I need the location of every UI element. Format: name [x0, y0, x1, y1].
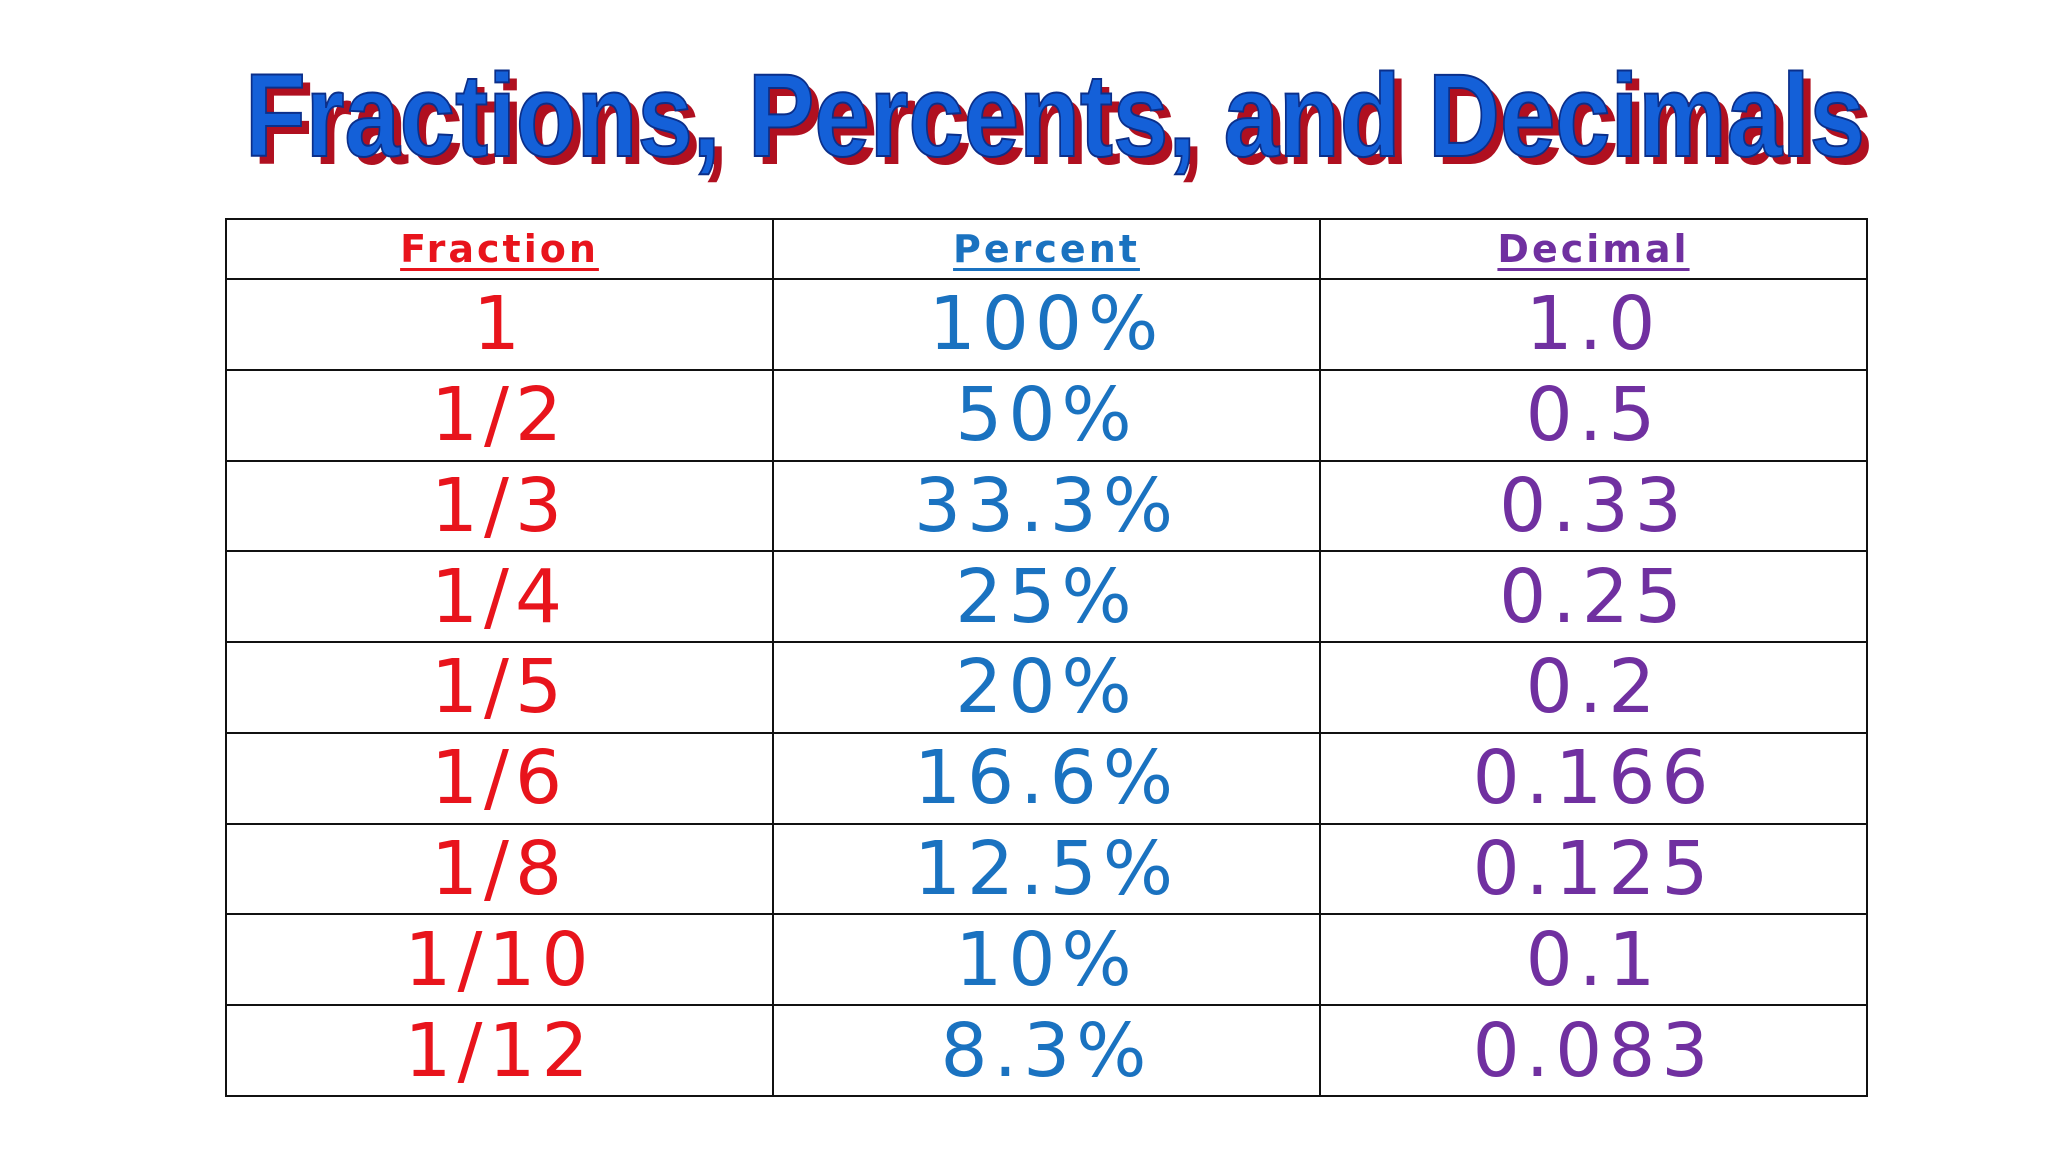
- table-cell: 0.2: [1319, 641, 1868, 734]
- table-cell: 100%: [772, 278, 1321, 371]
- table-cell: 0.33: [1319, 459, 1868, 553]
- table-cell: 1/8: [225, 822, 774, 916]
- table-cell: 8.3%: [772, 1004, 1321, 1097]
- table-cell: 1/2: [225, 368, 774, 462]
- table-cell: 12.5%: [772, 822, 1321, 916]
- table-body: 1 100% 1.0 1/2 50% 0.5 1/3 33.3% 0.33 1/4 25% 0.25 1…: [225, 278, 1868, 1097]
- table-cell: 1: [225, 278, 774, 371]
- header-row: Fraction Percent Decimal: [225, 218, 1868, 280]
- table-cell: 1/5: [225, 641, 774, 734]
- table-cell: 10%: [772, 913, 1321, 1007]
- table-cell: 1/10: [225, 913, 774, 1007]
- title-shadow: Fractions, Percents, and Decimals: [253, 58, 1873, 190]
- title-banner: Fractions, Percents, and Decimals Fracti…: [244, 49, 1873, 190]
- table-cell: 33.3%: [772, 459, 1321, 553]
- table-cell: 1.0: [1319, 278, 1868, 371]
- table-cell: 1/3: [225, 459, 774, 553]
- column-header: Percent: [772, 218, 1321, 280]
- table-row: 1/12 8.3% 0.083: [225, 1004, 1868, 1097]
- table-cell: 1/6: [225, 731, 774, 825]
- table-cell: 0.5: [1319, 368, 1868, 462]
- table-cell: 0.083: [1319, 1004, 1868, 1097]
- column-header: Fraction: [225, 218, 774, 280]
- title: Fractions, Percents, and Decimals: [245, 50, 1865, 182]
- table-cell: 25%: [772, 550, 1321, 644]
- table-row: 1/6 16.6% 0.166: [225, 731, 1868, 825]
- table-cell: 0.1: [1319, 913, 1868, 1007]
- table-row: 1/2 50% 0.5: [225, 368, 1868, 462]
- table-cell: 20%: [772, 641, 1321, 734]
- table-cell: 16.6%: [772, 731, 1321, 825]
- table-row: 1/10 10% 0.1: [225, 913, 1868, 1007]
- table-cell: 0.166: [1319, 731, 1868, 825]
- table-row: 1/3 33.3% 0.33: [225, 459, 1868, 553]
- table-cell: 0.125: [1319, 822, 1868, 916]
- table-cell: 0.25: [1319, 550, 1868, 644]
- table-cell: 1/12: [225, 1004, 774, 1097]
- conversion-table: Fraction Percent Decimal 1 100% 1.0 1/2 50% 0.5…: [225, 218, 1868, 1097]
- table-row: 1/8 12.5% 0.125: [225, 822, 1868, 916]
- table-row: 1/4 25% 0.25: [225, 550, 1868, 644]
- table-cell: 50%: [772, 368, 1321, 462]
- table-cell: 1/4: [225, 550, 774, 644]
- column-header: Decimal: [1319, 218, 1868, 280]
- table-row: 1/5 20% 0.2: [225, 641, 1868, 734]
- table-row: 1 100% 1.0: [225, 278, 1868, 371]
